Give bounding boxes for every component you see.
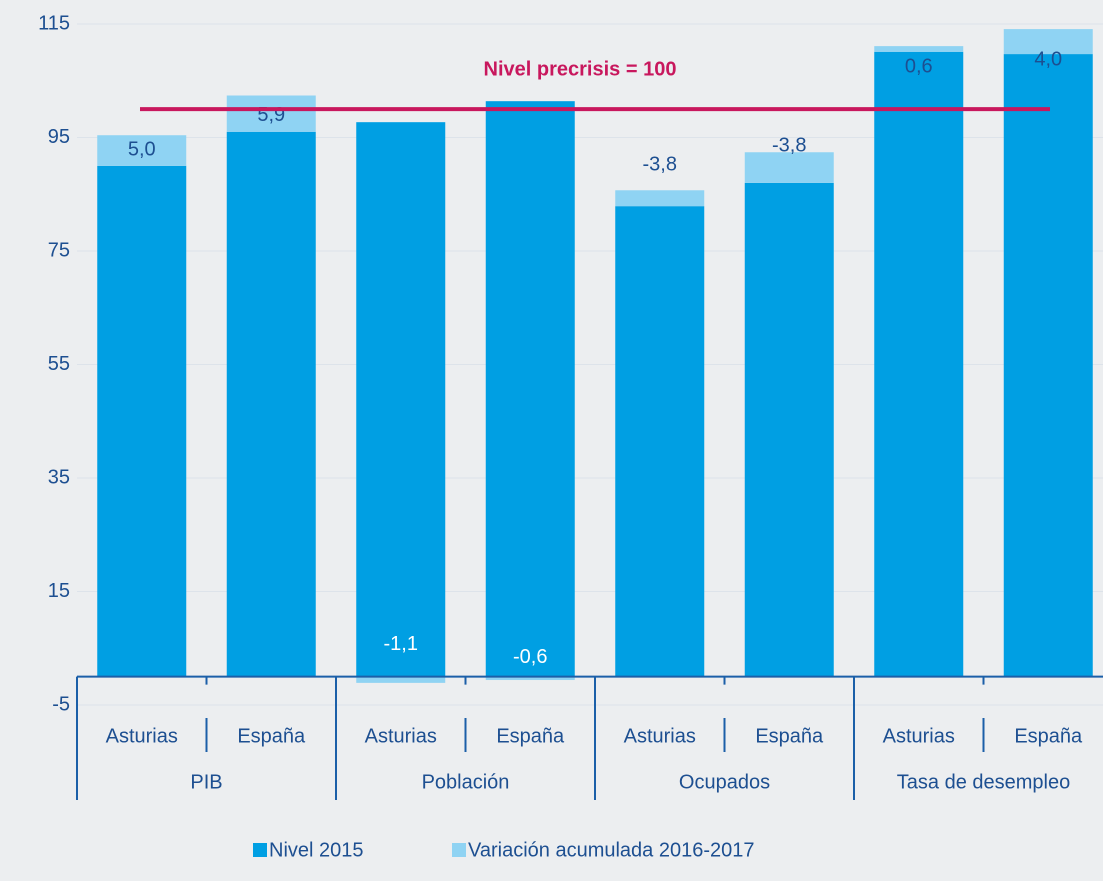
group-label: Ocupados [679,771,770,793]
x-tick-label: España [496,725,565,747]
bar-segment [874,46,964,52]
bar-segment [485,676,575,681]
legend-label: Variación acumulada 2016-2017 [468,839,755,861]
y-tick-label: 55 [48,353,70,375]
x-tick-label: Asturias [106,725,178,747]
bar [226,131,316,677]
bar [615,206,705,677]
bar [356,122,446,677]
bar [744,182,834,677]
group-label: PIB [190,771,222,793]
data-label: 4,0 [1034,48,1062,70]
group-label: Población [422,771,510,793]
group-label: Tasa de desempleo [897,771,1070,793]
bar-segment [356,676,446,683]
data-label: -1,1 [384,633,418,655]
bar [874,51,964,677]
bar-segment [97,135,187,166]
legend-label: Nivel 2015 [269,839,364,861]
y-tick-label: 75 [48,239,70,261]
y-tick-label: 35 [48,466,70,488]
legend-swatch [253,843,267,857]
x-tick-label: Asturias [624,725,696,747]
bar [1003,54,1093,677]
y-tick-label: 115 [38,12,70,34]
x-tick-label: Asturias [883,725,955,747]
x-tick-label: España [755,725,824,747]
y-tick-label: -5 [52,693,70,715]
data-label: -0,6 [513,646,547,668]
annotation: Nivel precrisis = 100 [484,58,677,80]
x-tick-label: España [237,725,306,747]
data-label: -3,8 [772,135,806,157]
bar-segment [744,152,834,183]
data-label: 5,0 [128,139,156,161]
y-tick-label: 15 [48,580,70,602]
x-tick-label: Asturias [365,725,437,747]
bar-segment [615,190,705,207]
data-label: -3,8 [643,154,677,176]
bar-segment [226,95,316,132]
x-tick-label: España [1014,725,1083,747]
data-label: 5,9 [257,104,285,126]
data-label: 0,6 [905,55,933,77]
y-tick-label: 95 [48,126,70,148]
bar [97,165,187,677]
legend-swatch [452,843,466,857]
bar [485,101,575,677]
bar-segment [1003,29,1093,55]
